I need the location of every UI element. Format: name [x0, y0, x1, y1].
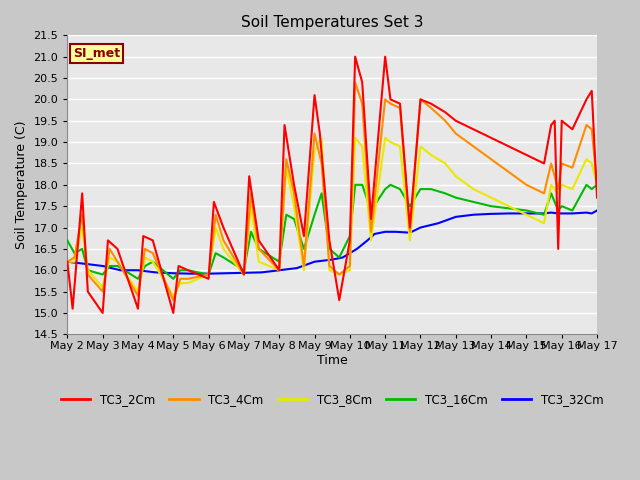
Title: Soil Temperatures Set 3: Soil Temperatures Set 3 [241, 15, 424, 30]
Y-axis label: Soil Temperature (C): Soil Temperature (C) [15, 120, 28, 249]
Legend: TC3_2Cm, TC3_4Cm, TC3_8Cm, TC3_16Cm, TC3_32Cm: TC3_2Cm, TC3_4Cm, TC3_8Cm, TC3_16Cm, TC3… [56, 388, 608, 410]
Text: SI_met: SI_met [72, 48, 120, 60]
X-axis label: Time: Time [317, 354, 348, 367]
